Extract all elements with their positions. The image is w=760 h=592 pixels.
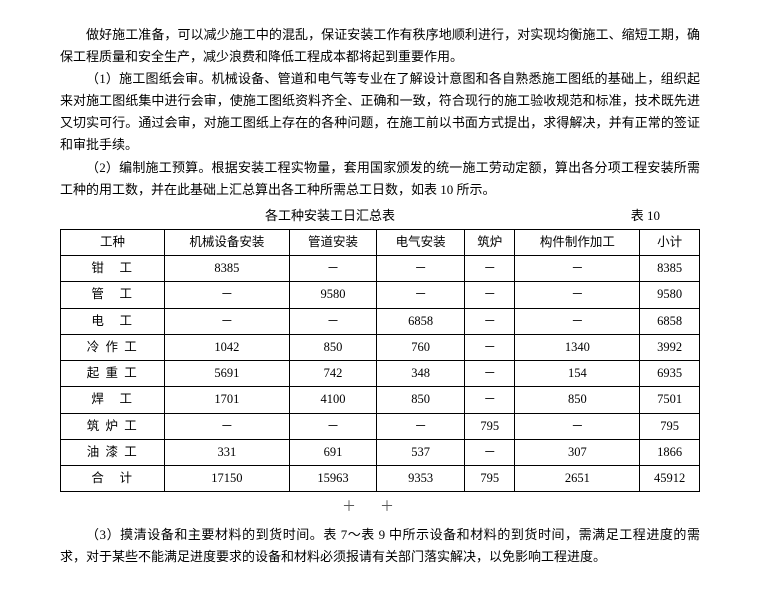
cell: － [464,282,515,308]
cell: － [515,256,640,282]
table-row: 电 工－－6858－－6858 [61,308,700,334]
cell: － [515,282,640,308]
cell: － [377,413,465,439]
col-header: 筑炉 [464,229,515,255]
cell: 760 [377,334,465,360]
table-row: 起重工5691742348－1546935 [61,361,700,387]
cell: 8385 [640,256,700,282]
cell: － [377,256,465,282]
cell: 2651 [515,466,640,492]
cell: 795 [640,413,700,439]
cell: 850 [515,387,640,413]
cell: 1340 [515,334,640,360]
col-header: 管道安装 [289,229,377,255]
cell: － [164,308,289,334]
cell: － [289,256,377,282]
cell: 4100 [289,387,377,413]
table-row: 合 计17150159639353795265145912 [61,466,700,492]
cell: 331 [164,439,289,465]
cell: 15963 [289,466,377,492]
cell: 1042 [164,334,289,360]
cell: 8385 [164,256,289,282]
table-row: 冷作工1042850760－13403992 [61,334,700,360]
cell: 5691 [164,361,289,387]
table-row: 钳 工8385－－－－8385 [61,256,700,282]
table-header-row: 工种 机械设备安装 管道安装 电气安装 筑炉 构件制作加工 小计 [61,229,700,255]
cell: 3992 [640,334,700,360]
cell: － [377,282,465,308]
col-header: 工种 [61,229,165,255]
table-row: 油漆工331691537－3071866 [61,439,700,465]
table-row: 管 工－9580－－－9580 [61,282,700,308]
cell: 850 [377,387,465,413]
row-label: 冷作工 [61,334,165,360]
summary-table: 工种 机械设备安装 管道安装 电气安装 筑炉 构件制作加工 小计 钳 工8385… [60,229,700,493]
cell: 850 [289,334,377,360]
cell: 795 [464,413,515,439]
cell: 6858 [377,308,465,334]
cell: 45912 [640,466,700,492]
table-title: 各工种安装工日汇总表 [60,205,600,227]
row-label: 油漆工 [61,439,165,465]
cell: 1701 [164,387,289,413]
cell: － [464,387,515,413]
col-header: 电气安装 [377,229,465,255]
cell: － [289,308,377,334]
cell: － [464,361,515,387]
cell: － [164,413,289,439]
cell: － [164,282,289,308]
col-header: 机械设备安装 [164,229,289,255]
cell: 6935 [640,361,700,387]
row-label: 电 工 [61,308,165,334]
paragraph-item-3: （3）摸清设备和主要材料的到货时间。表 7～表 9 中所示设备和材料的到货时间，… [60,524,700,568]
col-header: 构件制作加工 [515,229,640,255]
cell: 1866 [640,439,700,465]
cell: 348 [377,361,465,387]
cell: 795 [464,466,515,492]
cell: 537 [377,439,465,465]
cell: 6858 [640,308,700,334]
cell: 17150 [164,466,289,492]
cell: 307 [515,439,640,465]
row-label: 起重工 [61,361,165,387]
cell: － [515,308,640,334]
cell: － [464,334,515,360]
table-row: 焊 工17014100850－8507501 [61,387,700,413]
cell: 691 [289,439,377,465]
table-row: 筑炉工－－－795－795 [61,413,700,439]
table-number: 表 10 [600,205,660,227]
cell: － [464,256,515,282]
cell: 9580 [640,282,700,308]
col-header: 小计 [640,229,700,255]
cell: 154 [515,361,640,387]
row-label: 钳 工 [61,256,165,282]
row-label: 筑炉工 [61,413,165,439]
cell: 9580 [289,282,377,308]
cell: － [464,308,515,334]
page-divider-marks: ＋＋ [60,496,700,520]
row-label: 焊 工 [61,387,165,413]
cell: 742 [289,361,377,387]
cell: － [464,439,515,465]
paragraph-item-1: （1）施工图纸会审。机械设备、管道和电气等专业在了解设计意图和各自熟悉施工图纸的… [60,68,700,156]
paragraph-item-2: （2）编制施工预算。根据安装工程实物量，套用国家颁发的统一施工劳动定额，算出各分… [60,157,700,201]
paragraph-intro: 做好施工准备，可以减少施工中的混乱，保证安装工作有秩序地顺利进行，对实现均衡施工… [60,24,700,68]
cell: － [515,413,640,439]
cell: 7501 [640,387,700,413]
table-caption-row: 各工种安装工日汇总表 表 10 [60,203,700,229]
row-label: 合 计 [61,466,165,492]
cell: － [289,413,377,439]
cell: 9353 [377,466,465,492]
row-label: 管 工 [61,282,165,308]
